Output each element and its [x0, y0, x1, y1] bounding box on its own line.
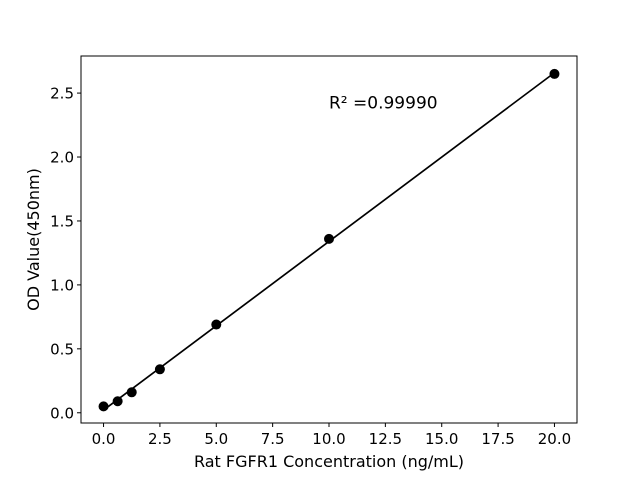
data-point: [112, 396, 123, 407]
y-tick-label: 2.5: [50, 85, 74, 103]
x-axis-label: Rat FGFR1 Concentration (ng/mL): [194, 452, 464, 471]
x-tick-label: 15.0: [425, 430, 458, 448]
x-tick-label: 20.0: [538, 430, 571, 448]
y-tick-label: 2.0: [50, 149, 74, 167]
data-point: [549, 68, 560, 79]
x-tick-label: 7.5: [261, 430, 285, 448]
data-point: [126, 387, 137, 398]
data-point: [154, 364, 165, 375]
x-tick-label: 10.0: [312, 430, 345, 448]
x-tick-label: 2.5: [148, 430, 172, 448]
data-point: [98, 401, 109, 412]
r-squared-annotation: R² =0.99990: [329, 93, 438, 113]
x-tick-label: 0.0: [92, 430, 116, 448]
data-point: [324, 233, 334, 244]
y-tick-label: 1.5: [50, 212, 74, 230]
y-tick-label: 0.5: [50, 340, 74, 358]
y-tick-label: 0.0: [50, 404, 74, 422]
y-tick-label: 1.0: [50, 276, 74, 294]
x-tick-label: 5.0: [204, 430, 228, 448]
x-tick-label: 12.5: [369, 430, 402, 448]
data-point: [211, 319, 222, 330]
y-axis-label: OD Value(450nm): [24, 168, 43, 311]
x-tick-label: 17.5: [481, 430, 514, 448]
